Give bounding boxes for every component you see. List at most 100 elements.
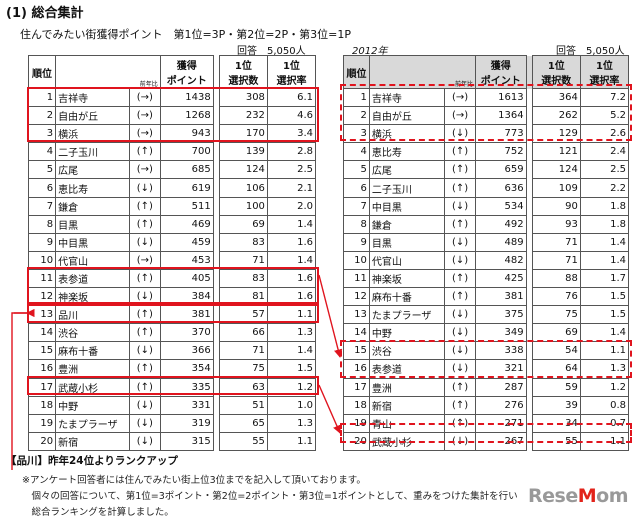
table-row: 2 自由が丘 (→) 1364 262 5.2 bbox=[343, 106, 630, 126]
first-rate-cell: 1.3 bbox=[579, 359, 630, 379]
prev-change: (→) bbox=[128, 124, 161, 144]
header-points: 獲得 ポイント bbox=[475, 55, 527, 89]
table-row: 10 代官山 (→) 453 71 1.4 bbox=[27, 250, 317, 270]
first-rate-cell: 1.4 bbox=[266, 214, 317, 234]
header-first-votes: 1位 選択数 bbox=[218, 55, 268, 89]
header-first-rate: 1位 選択率 bbox=[266, 55, 317, 89]
note-line-2: 個々の回答について、第1位=3ポイント・第2位=2ポイント・第3位=1ポイントと… bbox=[22, 491, 518, 502]
first-votes-cell: 139 bbox=[218, 142, 268, 162]
highlight-top3-current bbox=[27, 87, 319, 142]
table-row: 18 新宿 (↑) 276 39 0.8 bbox=[343, 395, 630, 415]
first-rate-cell: 2.2 bbox=[579, 178, 630, 198]
city-name: 鎌倉 bbox=[55, 196, 130, 216]
highlight-rank20-2012 bbox=[340, 423, 632, 443]
points-cell: 489 bbox=[475, 232, 527, 252]
first-votes-cell: 93 bbox=[531, 214, 581, 234]
rank-cell: 6 bbox=[27, 178, 57, 198]
table-row: 15 麻布十番 (↓) 366 71 1.4 bbox=[27, 341, 317, 361]
ranking-table-2012: 順位 前年比 獲得 ポイント 1位 選択数 1位 選択率 1 吉祥寺 (→) 1613… bbox=[343, 55, 630, 451]
prev-change: (↓) bbox=[444, 323, 477, 343]
points-cell: 943 bbox=[159, 124, 214, 144]
first-rate-cell: 2.5 bbox=[579, 160, 630, 180]
table-row: 11 表参道 (↑) 405 83 1.6 bbox=[27, 268, 317, 289]
first-rate-cell: 6.1 bbox=[266, 87, 317, 108]
respondent-count-2013: 回答 5,050人 bbox=[237, 46, 306, 57]
header-prev: 前年比 bbox=[55, 55, 161, 89]
year-label-2012: 2012年 bbox=[352, 46, 388, 57]
rank-cell: 7 bbox=[27, 196, 57, 216]
rank-cell: 8 bbox=[27, 214, 57, 234]
points-cell: 511 bbox=[159, 196, 214, 216]
table-row: 9 中目黒 (↓) 459 83 1.6 bbox=[27, 232, 317, 252]
table-row: 17 武蔵小杉 (↑) 335 63 1.2 bbox=[27, 377, 317, 397]
note-line-1: ※アンケート回答者には住んでみたい街上位3位までを記入して頂いております。 bbox=[22, 475, 366, 486]
header-prev: 前年比 bbox=[368, 55, 477, 89]
city-name: 二子玉川 bbox=[55, 142, 130, 162]
highlight-rank11-12-current bbox=[27, 267, 319, 304]
city-name: 新宿 bbox=[55, 431, 130, 451]
table-row: 5 広尾 (→) 685 124 2.5 bbox=[27, 160, 317, 180]
points-cell: 331 bbox=[159, 395, 214, 415]
table-row: 11 神楽坂 (↑) 425 88 1.7 bbox=[343, 268, 630, 289]
rank-cell: 5 bbox=[27, 160, 57, 180]
prev-change: (↑) bbox=[444, 160, 477, 180]
table-row: 2 自由が丘 (→) 1268 232 4.6 bbox=[27, 106, 317, 126]
points-cell: 659 bbox=[475, 160, 527, 180]
table-row: 1 吉祥寺 (→) 1438 308 6.1 bbox=[27, 87, 317, 108]
city-name: 横浜 bbox=[55, 124, 130, 144]
first-rate-cell: 3.4 bbox=[266, 124, 317, 144]
rank-cell: 20 bbox=[27, 431, 57, 451]
prev-change: (↑) bbox=[444, 178, 477, 198]
rank-cell: 3 bbox=[343, 124, 370, 144]
first-votes-cell: 106 bbox=[218, 178, 268, 198]
arrow-shinagawa bbox=[11, 312, 27, 470]
first-rate-cell: 1.8 bbox=[579, 196, 630, 216]
note-line-3: 総合ランキングを計算しました。 bbox=[22, 507, 174, 518]
table-row: 13 品川 (↑) 381 57 1.1 bbox=[27, 305, 317, 325]
city-name: 目黒 bbox=[55, 214, 130, 234]
prev-change: (↑) bbox=[444, 214, 477, 234]
prev-change: (↑) bbox=[128, 142, 161, 162]
table-row: 5 広尾 (↑) 659 124 2.5 bbox=[343, 160, 630, 180]
city-name: 広尾 bbox=[368, 160, 446, 180]
table-row: 8 目黒 (↑) 469 69 1.4 bbox=[27, 214, 317, 234]
city-name: 広尾 bbox=[55, 160, 130, 180]
city-name: 横浜 bbox=[368, 124, 446, 144]
table-row: 6 二子玉川 (↑) 636 109 2.2 bbox=[343, 178, 630, 198]
prev-change: (↓) bbox=[444, 232, 477, 252]
points-cell: 453 bbox=[159, 250, 214, 270]
highlight-top3-2012 bbox=[340, 84, 632, 141]
header-rank: 順位 bbox=[27, 55, 57, 89]
header-rank: 順位 bbox=[343, 55, 370, 89]
table-row: 10 代官山 (↓) 482 71 1.4 bbox=[343, 250, 630, 270]
rank-cell: 9 bbox=[27, 232, 57, 252]
table-row: 7 中目黒 (↓) 534 90 1.8 bbox=[343, 196, 630, 216]
rank-cell: 4 bbox=[27, 142, 57, 162]
first-rate-cell: 2.0 bbox=[266, 196, 317, 216]
table-row: 14 中野 (↓) 349 69 1.4 bbox=[343, 323, 630, 343]
first-rate-cell: 2.6 bbox=[579, 124, 630, 144]
points-cell: 315 bbox=[159, 431, 214, 451]
note-shinagawa: 【品川】昨年24位よりランクアップ bbox=[6, 455, 178, 467]
table-row: 7 鎌倉 (↑) 511 100 2.0 bbox=[27, 196, 317, 216]
first-rate-cell: 2.5 bbox=[266, 160, 317, 180]
respondent-count-2012: 回答 5,050人 bbox=[556, 46, 625, 57]
arrow-musashikosugi bbox=[318, 384, 341, 434]
city-name: 中野 bbox=[55, 395, 130, 415]
first-votes-cell: 71 bbox=[531, 232, 581, 252]
points-subtitle: 住んでみたい街獲得ポイント 第1位=3P・第2位=2P・第3位=1P bbox=[20, 28, 351, 41]
first-rate-cell: 1.4 bbox=[579, 232, 630, 252]
ranking-table-current: 順位 前年比 獲得 ポイント 1位 選択数 1位 選択率 1 吉祥寺 (→) 1438… bbox=[27, 55, 317, 451]
rank-cell: 3 bbox=[27, 124, 57, 144]
city-name: 恵比寿 bbox=[368, 142, 446, 162]
city-name: 中目黒 bbox=[368, 196, 446, 216]
points-cell: 459 bbox=[159, 232, 214, 252]
city-name: 二子玉川 bbox=[368, 178, 446, 198]
first-rate-cell: 2.1 bbox=[266, 178, 317, 198]
page-title: (1) 総合集計 bbox=[6, 6, 84, 21]
points-cell: 469 bbox=[159, 214, 214, 234]
table-row: 17 豊洲 (↑) 287 59 1.2 bbox=[343, 377, 630, 397]
points-cell: 534 bbox=[475, 196, 527, 216]
header-points: 獲得 ポイント bbox=[159, 55, 214, 89]
rank-cell: 5 bbox=[343, 160, 370, 180]
